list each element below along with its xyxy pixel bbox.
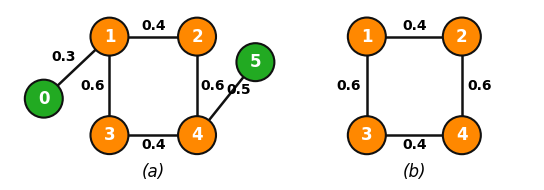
Text: 0.4: 0.4 <box>141 138 165 152</box>
Text: 3: 3 <box>104 126 115 144</box>
Circle shape <box>90 116 128 154</box>
Text: 5: 5 <box>250 53 261 71</box>
Circle shape <box>25 80 63 118</box>
Text: 0: 0 <box>38 90 50 108</box>
Text: 0.6: 0.6 <box>81 79 106 93</box>
Text: 2: 2 <box>456 28 468 46</box>
Text: 0.6: 0.6 <box>468 79 492 93</box>
Text: 0.5: 0.5 <box>227 82 251 97</box>
Text: (b): (b) <box>403 163 426 181</box>
Circle shape <box>443 116 481 154</box>
Text: 4: 4 <box>456 126 468 144</box>
Text: 2: 2 <box>191 28 203 46</box>
Circle shape <box>237 43 274 81</box>
Circle shape <box>443 17 481 55</box>
Circle shape <box>90 18 128 56</box>
Circle shape <box>178 116 216 154</box>
Text: 1: 1 <box>361 28 373 46</box>
Text: 4: 4 <box>191 126 203 144</box>
Text: 0.3: 0.3 <box>52 50 76 64</box>
Text: (a): (a) <box>141 163 165 181</box>
Text: 0.4: 0.4 <box>402 19 426 33</box>
Text: 3: 3 <box>361 126 373 144</box>
Text: 0.4: 0.4 <box>402 139 426 152</box>
Text: 0.6: 0.6 <box>200 79 225 93</box>
Text: 1: 1 <box>104 28 115 46</box>
Text: 0.4: 0.4 <box>141 19 165 33</box>
Circle shape <box>178 18 216 56</box>
Text: 0.6: 0.6 <box>336 79 361 93</box>
Circle shape <box>348 17 386 55</box>
Circle shape <box>348 116 386 154</box>
